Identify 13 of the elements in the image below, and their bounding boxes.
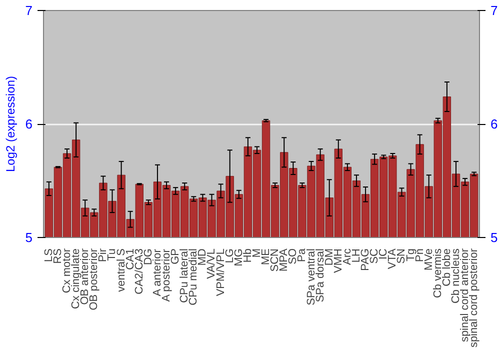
y2-tick-label: 7 xyxy=(490,3,498,18)
y-axis-title: Log2 (expression) xyxy=(3,76,18,172)
x-tick-label: Pa xyxy=(296,248,308,262)
y-tick-label: 6 xyxy=(25,116,33,132)
x-tick-label: RS xyxy=(52,248,64,264)
x-tick-label: A posterior xyxy=(160,248,173,302)
y2-tick-label: 5 xyxy=(490,230,498,245)
y2-tick-label: 6 xyxy=(490,116,498,132)
y-tick-label: 5 xyxy=(25,230,33,245)
x-tick-label: OB posterior xyxy=(88,248,100,310)
x-tick-label: spinal cord posterior xyxy=(468,248,480,348)
y-tick-label: 7 xyxy=(25,3,33,18)
x-tick-label: MVe xyxy=(422,248,435,271)
